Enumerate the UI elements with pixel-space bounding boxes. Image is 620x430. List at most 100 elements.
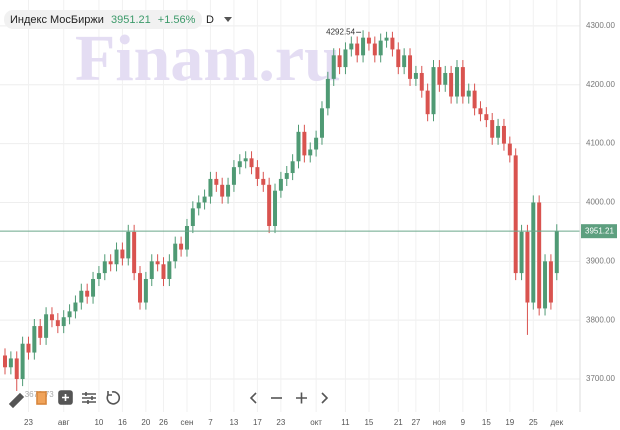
candle-body (331, 55, 336, 79)
candle-body (161, 264, 166, 279)
candle-body (449, 72, 454, 97)
candle-body (337, 55, 342, 68)
candle-body (49, 314, 54, 321)
candle-body (267, 184, 272, 227)
candle-body (314, 137, 319, 150)
last-price-box (581, 224, 617, 239)
x-tick-label: 7 (208, 418, 213, 427)
candle-body (91, 278, 96, 297)
candle-body (73, 302, 78, 312)
candle-body (425, 90, 430, 115)
candle-body (513, 155, 518, 274)
candle-body (437, 67, 442, 85)
candle-body (519, 231, 524, 274)
candle-body (79, 290, 84, 303)
x-tick-label: 15 (364, 418, 373, 427)
candle-body (102, 261, 107, 274)
candle-body (290, 161, 295, 174)
y-tick-label: 3900.00 (586, 256, 615, 265)
candle-body (349, 43, 354, 50)
draw-tool[interactable] (8, 392, 25, 409)
candle-body (284, 173, 289, 179)
last-price-label: 3951.21 (585, 226, 614, 235)
candle-body (496, 125, 501, 138)
x-tick-label: 23 (276, 418, 285, 427)
y-tick-label: 4200.00 (586, 80, 615, 89)
settings-tool[interactable] (82, 392, 96, 404)
candle-body (208, 178, 213, 197)
candle-body (278, 178, 283, 191)
candle-body (443, 72, 448, 85)
candle-body (548, 261, 553, 303)
candle-body (8, 358, 13, 368)
header: Индекс МосБиржи 3951.21 +1.56% (10, 14, 196, 26)
candle-body (308, 149, 313, 156)
candle-body (231, 167, 236, 185)
dropdown-arrow[interactable] (224, 17, 232, 22)
candle-body (273, 190, 278, 227)
candle-body (32, 326, 37, 353)
candle-body (372, 43, 377, 56)
candle-body (85, 290, 90, 297)
candle-body (3, 355, 7, 368)
grid (0, 0, 580, 412)
candle-body (249, 158, 254, 168)
scroll-right[interactable] (321, 392, 329, 404)
candle-body (554, 231, 559, 274)
candle-body (214, 178, 219, 185)
candle-body (460, 67, 465, 97)
x-tick-label: 10 (94, 418, 103, 427)
x-tick-label: 23 (24, 418, 33, 427)
template-tool[interactable] (36, 391, 47, 405)
y-tick-label: 3700.00 (586, 374, 615, 383)
x-tick-label: 15 (482, 418, 491, 427)
candle-body (220, 184, 225, 197)
candle-body (501, 125, 506, 144)
candle-body (484, 114, 489, 121)
candle-body (202, 196, 207, 203)
x-tick-label: 26 (159, 418, 168, 427)
candle-body (108, 261, 113, 265)
candle-body (402, 55, 407, 68)
candle-body (302, 131, 307, 156)
candle-body (408, 55, 413, 79)
candle-body (454, 67, 459, 97)
candle-body (155, 261, 160, 265)
candle-body (413, 72, 418, 79)
y-tick-label: 3800.00 (586, 315, 615, 324)
candle-body (366, 37, 371, 44)
reset-tool[interactable] (106, 391, 121, 405)
candle-body (472, 90, 477, 109)
candle-body (149, 261, 154, 279)
candle-body (114, 249, 119, 265)
zoom-in[interactable] (296, 392, 307, 404)
candle-body (396, 49, 401, 68)
candle-body (173, 243, 178, 262)
candle-body (261, 178, 266, 185)
candle-body (419, 72, 424, 91)
candle-body (243, 158, 248, 162)
candle-body (184, 226, 189, 250)
x-tick-label: авг (58, 418, 70, 427)
x-tick-label: 16 (118, 418, 127, 427)
scroll-left[interactable] (249, 392, 257, 404)
candle-body (179, 243, 184, 250)
plot: 4292.543679.73 (0, 27, 580, 399)
candle-body (167, 261, 172, 279)
x-tick-label: ноя (433, 418, 446, 427)
candle-body (126, 231, 131, 259)
candle-body (390, 37, 395, 50)
candle-body (55, 320, 60, 327)
candle-body (196, 202, 201, 209)
candle-body (384, 37, 389, 41)
toolbar (8, 390, 329, 409)
x-tick-label: окт (310, 418, 322, 427)
x-tick-label: 17 (253, 418, 262, 427)
x-tick-label: 27 (411, 418, 420, 427)
candle-body (44, 314, 49, 338)
header-pill[interactable] (4, 10, 202, 29)
candle-body (355, 43, 360, 56)
interval[interactable]: D (206, 14, 214, 26)
candle-body (120, 249, 125, 259)
